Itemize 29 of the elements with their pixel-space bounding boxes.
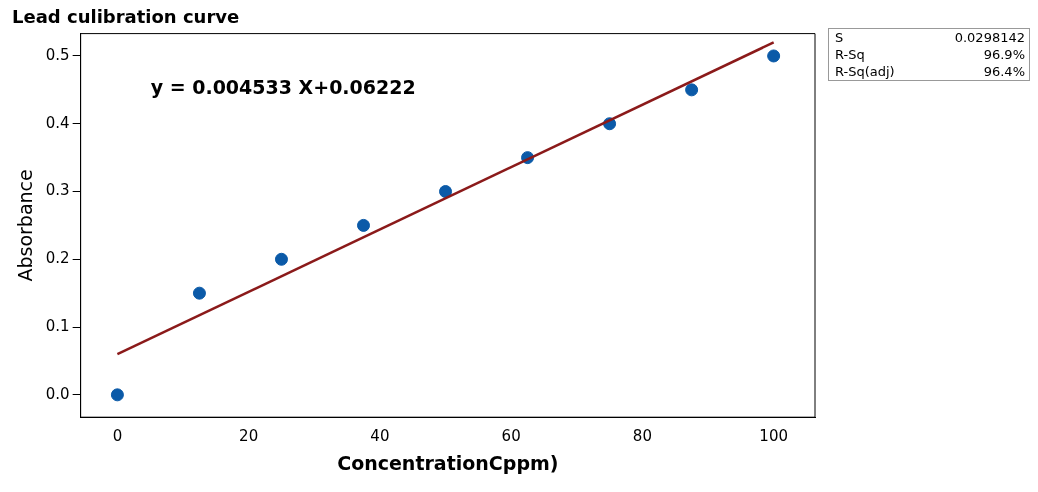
text: 0.0298142 — [953, 29, 1026, 46]
chart-title: Lead culibration curve — [12, 6, 240, 28]
text: R-Sq(adj) — [834, 63, 896, 81]
y-tick-label: 0.1 — [45, 316, 70, 335]
y-axis-title: Absorbance — [14, 169, 37, 282]
point — [192, 286, 206, 300]
point — [357, 218, 370, 232]
x-axis-title: ConcentrationCppm) — [337, 451, 559, 474]
point — [110, 388, 124, 402]
x-tick-label: 60 — [501, 427, 521, 446]
point — [685, 83, 699, 97]
x-tick-label: 0 — [112, 427, 123, 446]
y-tick-label: 0.0 — [45, 384, 70, 403]
text: 96.4% — [982, 63, 1026, 81]
text: S — [834, 29, 845, 46]
text: R-Sq — [834, 46, 866, 63]
y-tick-label: 0.3 — [45, 181, 70, 200]
y-tick-label: 0.2 — [45, 249, 70, 268]
point — [439, 185, 453, 199]
y-tick-label: 0.5 — [45, 45, 70, 64]
x-tick-label: 80 — [632, 427, 652, 446]
y-tick-label: 0.4 — [45, 113, 70, 132]
x-tick-label: 40 — [370, 427, 390, 446]
annotation: y = 0.004533 X+0.06222 — [150, 75, 416, 98]
point — [767, 49, 781, 63]
point — [274, 252, 288, 266]
x-tick-label: 20 — [239, 427, 259, 446]
x-tick-label: 100 — [759, 427, 788, 446]
text: 96.9% — [982, 46, 1026, 63]
